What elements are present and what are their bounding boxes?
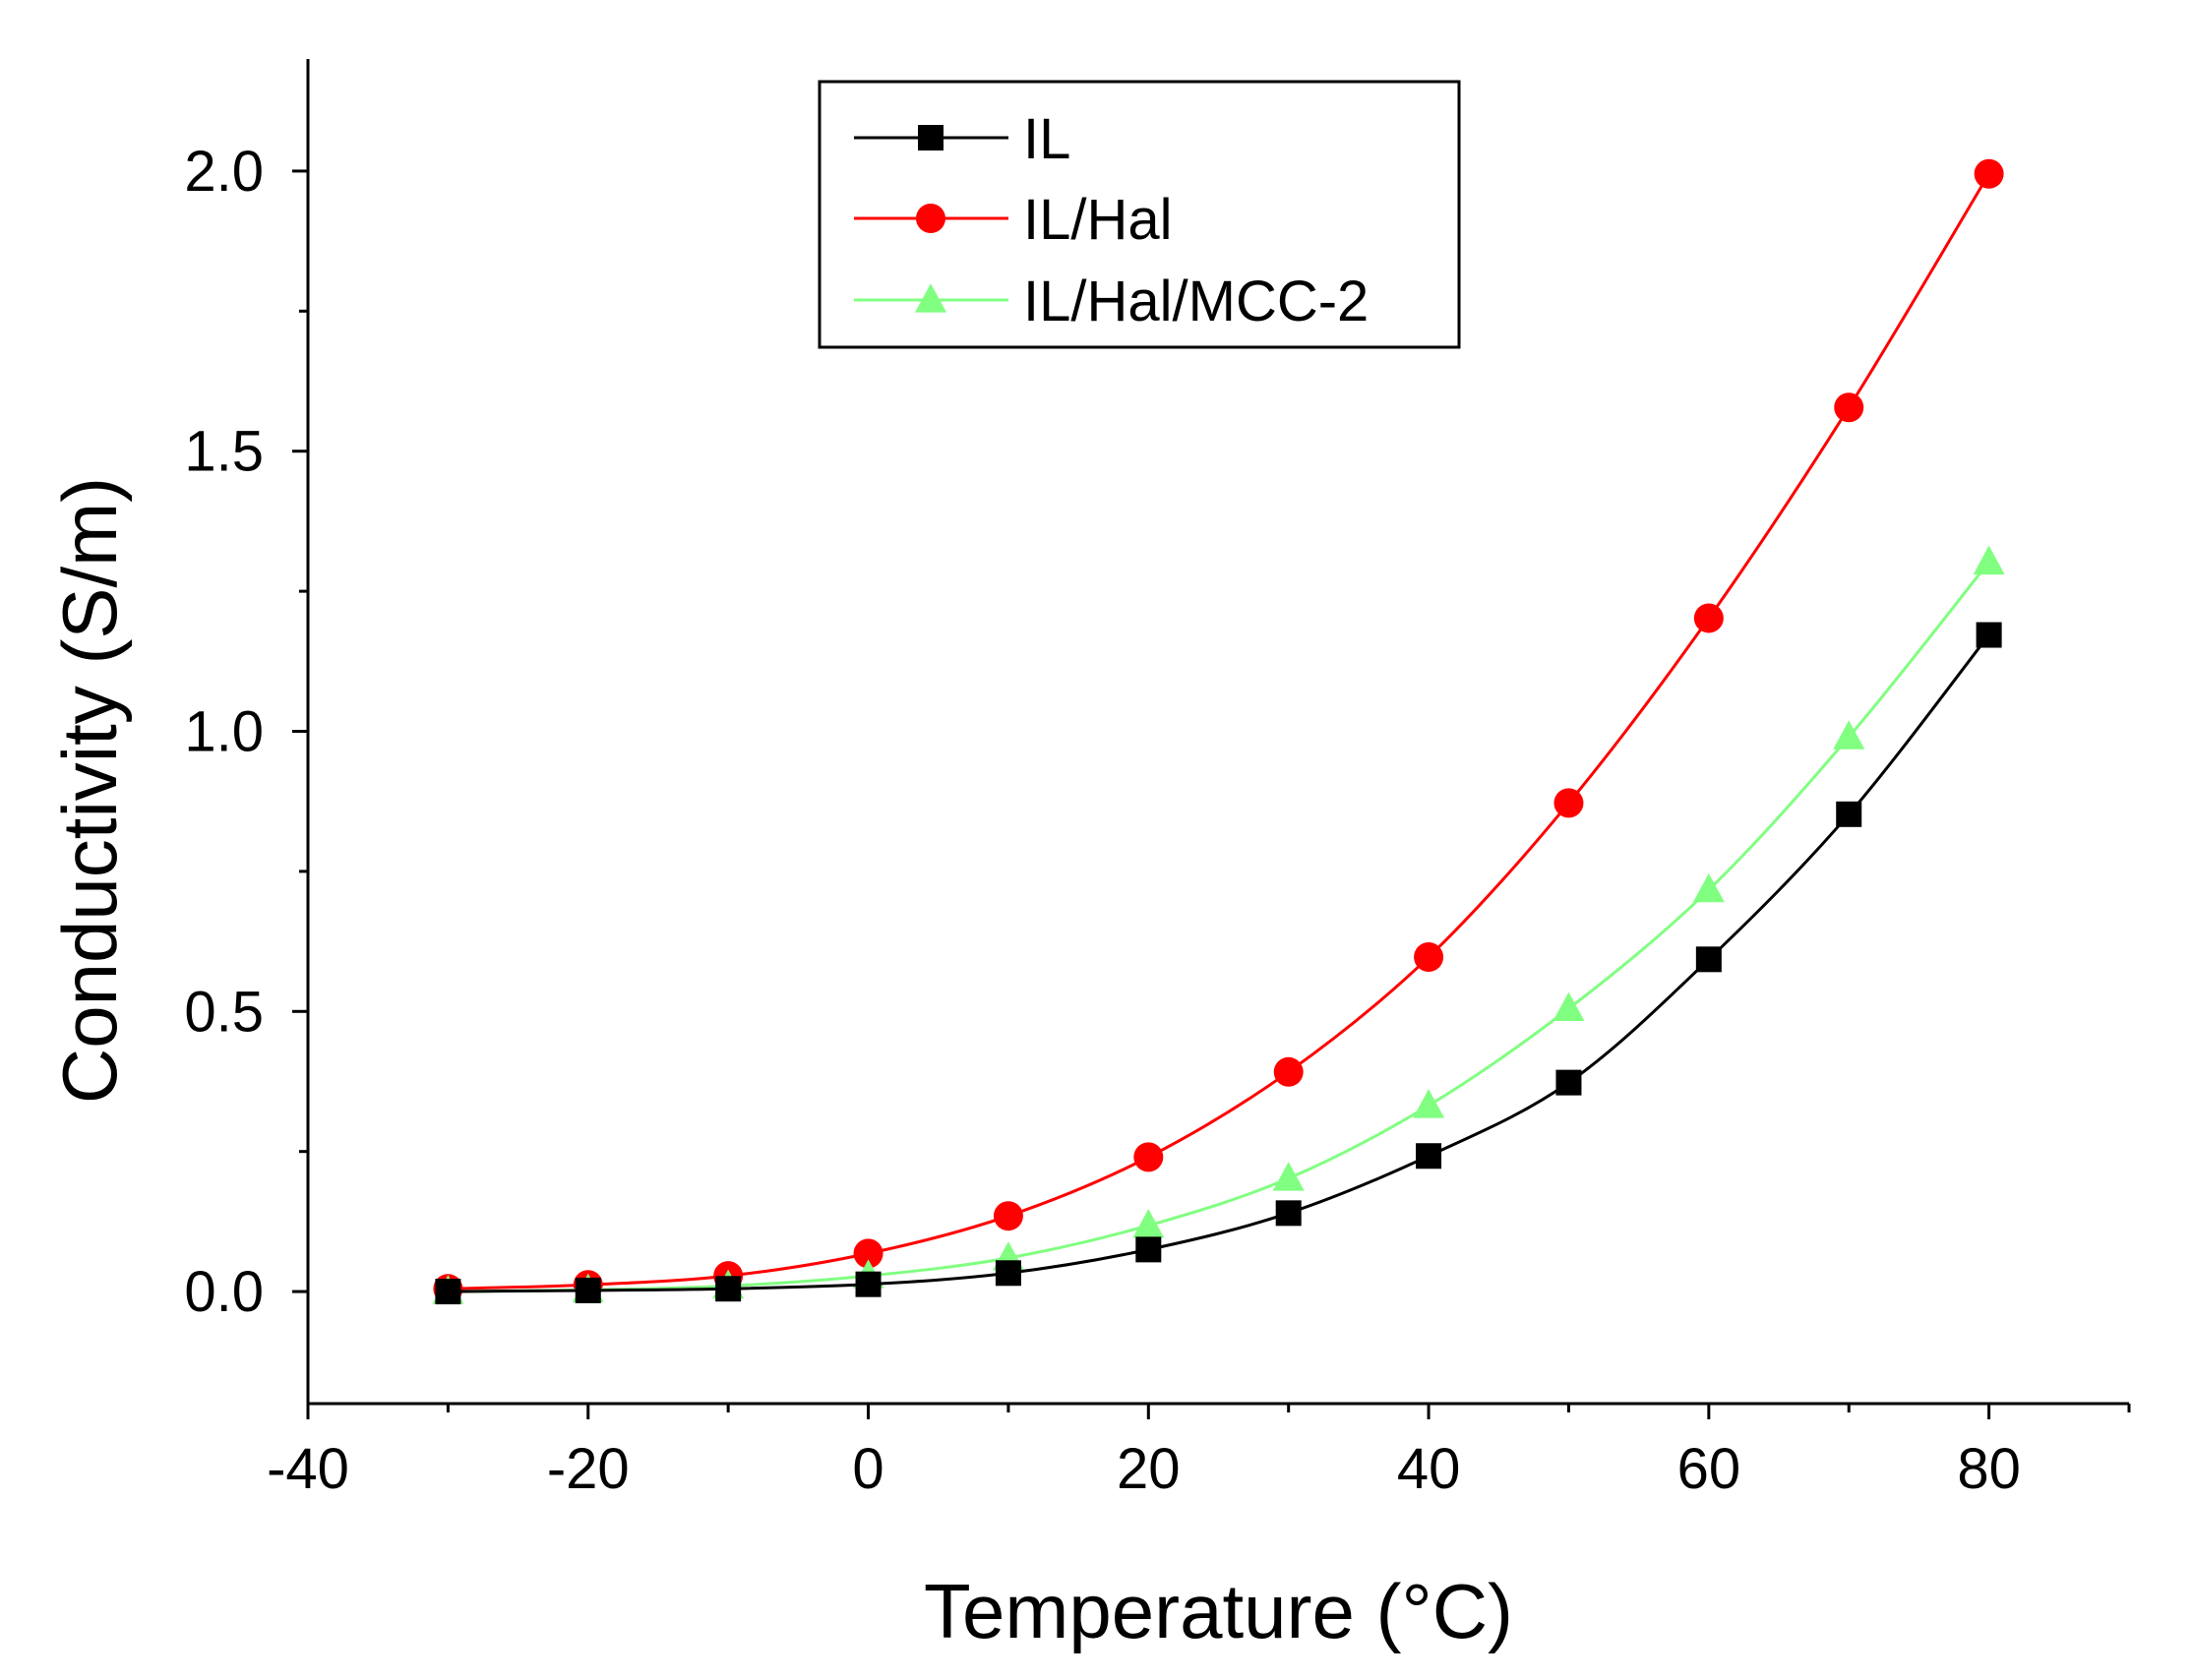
series-line	[448, 561, 1990, 1293]
data-point	[1273, 1056, 1304, 1087]
data-point	[853, 1238, 883, 1269]
series-line	[448, 633, 1990, 1293]
x-axis-title: Temperature (°C)	[924, 1568, 1513, 1654]
x-tick-label: 80	[1957, 1437, 2021, 1501]
x-tick-label: 60	[1677, 1437, 1741, 1501]
x-tick-label: -40	[267, 1437, 349, 1501]
data-point	[715, 1276, 742, 1302]
x-tick-label: 20	[1117, 1437, 1181, 1501]
data-point	[995, 1260, 1021, 1287]
legend-label: IL	[1023, 107, 1070, 171]
data-point	[1133, 1142, 1164, 1172]
axes-layer: -40 -20 0 20 40 60 80 0.0 0.5 1.0 1.5 2.0 Temperatur…	[46, 59, 2131, 1654]
legend-label: IL/Hal	[1023, 188, 1173, 252]
data-point	[435, 1279, 461, 1305]
data-point	[1413, 1089, 1445, 1118]
data-point	[1692, 872, 1725, 903]
data-point	[1833, 720, 1865, 750]
series-il-hal-mcc-2	[432, 545, 2005, 1304]
data-point	[575, 1277, 601, 1303]
data-point	[1272, 1162, 1305, 1191]
legend-marker	[916, 204, 945, 233]
x-tick-label: -20	[547, 1437, 630, 1501]
data-point	[1416, 1143, 1442, 1170]
data-point	[1976, 622, 2002, 648]
x-tick-label: 0	[852, 1437, 883, 1501]
data-point	[1693, 603, 1724, 633]
data-point	[855, 1271, 882, 1297]
data-point	[1135, 1236, 1162, 1263]
y-tick-label: 0.5	[184, 980, 264, 1044]
series-layer	[432, 158, 2005, 1305]
data-point	[1275, 1200, 1302, 1227]
y-tick-label: 1.0	[184, 700, 264, 764]
data-point	[1132, 1209, 1165, 1238]
legend: IL IL/Hal IL/Hal/MCC-2	[818, 80, 1461, 349]
x-tick-label: 40	[1397, 1437, 1461, 1501]
data-point	[1973, 545, 2005, 575]
data-point	[1553, 788, 1584, 818]
y-tick-label: 1.5	[184, 420, 264, 484]
y-axis-title: Conductivity (S/m)	[46, 477, 133, 1104]
data-point	[1555, 1069, 1582, 1096]
data-point	[1836, 801, 1862, 827]
y-tick-label: 2.0	[184, 140, 264, 204]
data-point	[993, 1201, 1023, 1231]
legend-marker	[915, 283, 946, 313]
legend-label: IL/Hal/MCC-2	[1023, 270, 1369, 333]
data-point	[1553, 991, 1585, 1022]
legend-marker	[918, 125, 944, 150]
data-point	[1414, 942, 1444, 973]
y-tick-label: 0.0	[184, 1260, 264, 1324]
data-point	[1974, 158, 2004, 189]
data-point	[1834, 392, 1864, 423]
series-il	[435, 622, 2002, 1305]
data-point	[1695, 946, 1722, 973]
